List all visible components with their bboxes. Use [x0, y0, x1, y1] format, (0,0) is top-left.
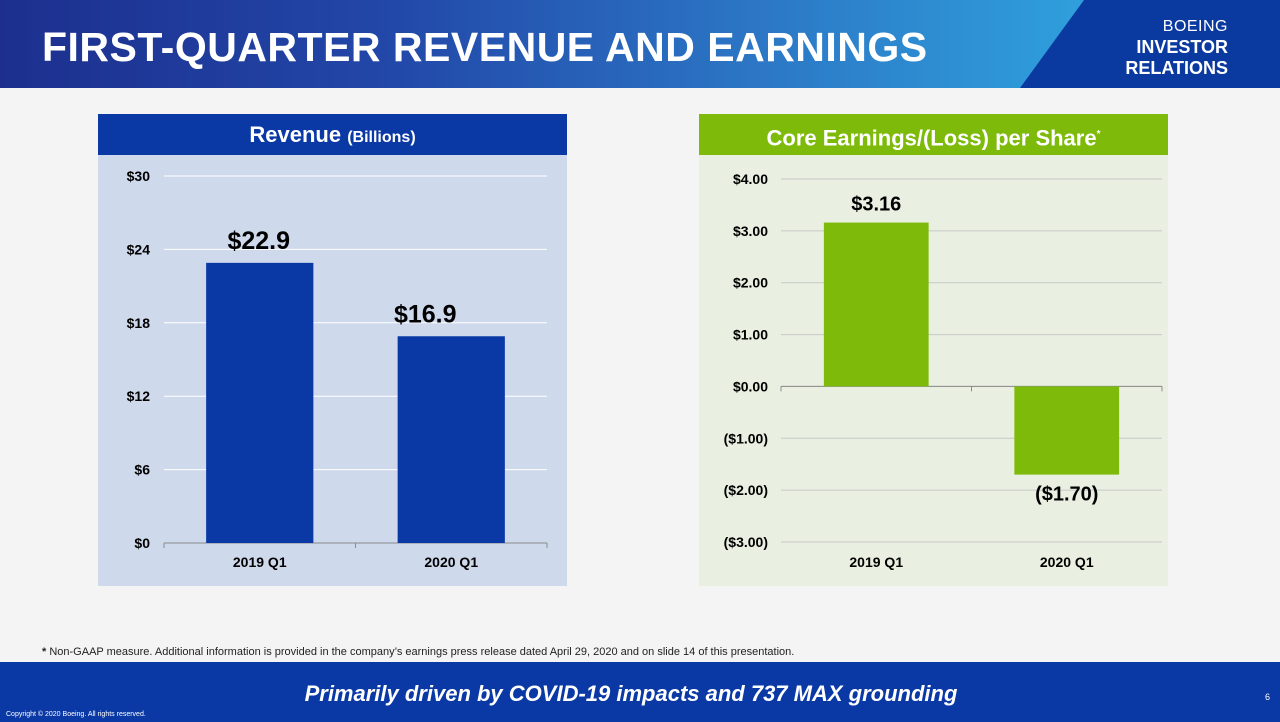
page-title: FIRST-QUARTER REVENUE AND EARNINGS: [42, 24, 928, 70]
revenue-ytick-label: $12: [127, 388, 151, 404]
revenue-ytick-label: $24: [127, 241, 151, 257]
revenue-chart-header: Revenue (Billions): [98, 114, 567, 155]
revenue-chart: $0 $6 $12 $18 $24 $30 $22.9 2019 Q1 $16.9 2020 Q1: [127, 168, 548, 570]
revenue-bar: [397, 336, 505, 543]
eps-ytick-label: ($2.00): [724, 482, 768, 498]
footnote: * Non-GAAP measure. Additional informati…: [42, 646, 794, 658]
copyright-text: Copyright © 2020 Boeing. All rights rese…: [6, 711, 146, 718]
revenue-ytick-label: $6: [134, 462, 150, 478]
revenue-chart-panel: $0 $6 $12 $18 $24 $30 $22.9 2019 Q1 $16.9 2020 Q1…: [98, 114, 567, 586]
eps-bar: [1014, 386, 1120, 475]
eps-chart: $4.00 $3.00 $2.00 $1.00 $0.00 ($1.00) ($2.00) (…: [724, 171, 1163, 570]
footer-tagline: Primarily driven by COVID-19 impacts and…: [304, 681, 958, 706]
eps-ytick-label: ($3.00): [724, 534, 768, 550]
header-banner: FIRST-QUARTER REVENUE AND EARNINGS BOEIN…: [0, 0, 1280, 88]
footnote-text: Non-GAAP measure. Additional information…: [46, 646, 795, 658]
revenue-data-label: $16.9: [394, 300, 457, 328]
brand-line-3: RELATIONS: [1125, 58, 1228, 78]
eps-ytick-label: $0.00: [733, 378, 768, 394]
revenue-chart-title: Revenue: [249, 122, 342, 147]
brand-line-1: BOEING: [1162, 18, 1228, 35]
eps-chart-title: Core Earnings/(Loss) per Share: [766, 125, 1097, 151]
eps-ytick-label: $1.00: [733, 327, 768, 343]
eps-ytick-label: $4.00: [733, 171, 768, 187]
eps-category-label: 2020 Q1: [1040, 554, 1094, 570]
eps-ytick-label: $3.00: [733, 223, 768, 239]
revenue-category-label: 2019 Q1: [233, 554, 287, 570]
eps-category-label: 2019 Q1: [849, 554, 903, 570]
eps-chart-panel: $4.00 $3.00 $2.00 $1.00 $0.00 ($1.00) ($2.00) (…: [699, 114, 1168, 586]
revenue-ytick-label: $0: [134, 535, 150, 551]
eps-chart-footnote-marker: *: [1096, 129, 1101, 140]
revenue-category-label: 2020 Q1: [424, 554, 478, 570]
brand-line-2: INVESTOR: [1136, 37, 1228, 57]
brand-logo: BOEING INVESTOR RELATIONS: [1125, 16, 1228, 79]
revenue-ytick-label: $18: [127, 315, 151, 331]
revenue-data-label: $22.9: [227, 227, 290, 255]
footer-banner: Primarily driven by COVID-19 impacts and…: [0, 662, 1280, 722]
eps-ytick-label: ($1.00): [724, 430, 768, 446]
eps-chart-header: Core Earnings/(Loss) per Share*: [699, 114, 1168, 155]
revenue-chart-subtitle: (Billions): [347, 129, 416, 146]
eps-ytick-label: $2.00: [733, 275, 768, 291]
footnote-marker: *: [42, 646, 47, 658]
eps-data-label: ($1.70): [1035, 484, 1098, 506]
page-number: 6: [1264, 692, 1270, 702]
eps-bar: [823, 222, 929, 387]
eps-data-label: $3.16: [851, 194, 901, 216]
revenue-ytick-label: $30: [127, 168, 151, 184]
revenue-bar: [206, 262, 314, 543]
